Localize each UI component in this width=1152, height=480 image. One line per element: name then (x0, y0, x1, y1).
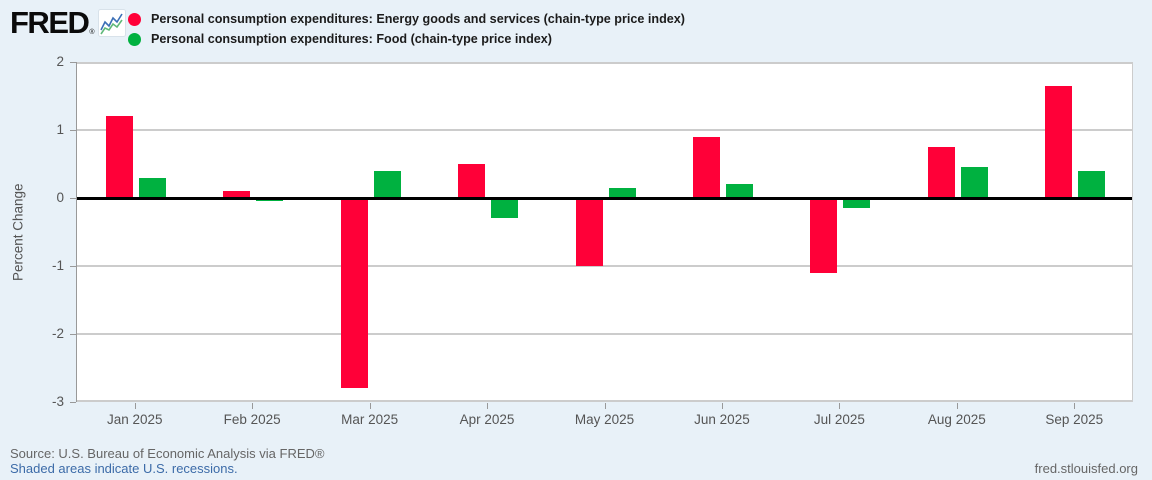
bar-food-sep-2025 (1078, 170, 1106, 198)
legend-dot-energy-icon (128, 12, 141, 26)
bar-energy-mar-2025 (340, 198, 368, 389)
bar-energy-feb-2025 (223, 191, 251, 198)
y-tick-label: -3 (51, 394, 64, 409)
legend-label-food: Personal consumption expenditures: Food … (151, 32, 552, 46)
bar-food-may-2025 (608, 187, 636, 198)
x-tick-label: Aug 2025 (927, 412, 986, 427)
x-axis-tick (369, 403, 371, 409)
x-axis-tick (956, 403, 958, 409)
plot-area (76, 62, 1133, 402)
x-tick-label: Jan 2025 (106, 412, 163, 427)
x-tick-label: Feb 2025 (223, 412, 281, 427)
registered-mark: ® (89, 29, 95, 36)
site-link[interactable]: fred.stlouisfed.org (1034, 461, 1138, 476)
x-tick-label: Apr 2025 (459, 412, 515, 427)
gridline-y-2 (77, 333, 1132, 335)
bar-food-jan-2025 (138, 177, 166, 198)
source-text: Source: U.S. Bureau of Economic Analysis… (10, 446, 325, 461)
x-tick-label: Mar 2025 (341, 412, 399, 427)
legend: Personal consumption expenditures: Energ… (128, 9, 685, 49)
x-axis-tick (134, 403, 136, 409)
x-axis-tick (487, 403, 489, 409)
legend-dot-food-icon (128, 32, 141, 46)
bar-food-mar-2025 (373, 170, 401, 198)
legend-item-energy: Personal consumption expenditures: Energ… (128, 9, 685, 29)
bar-energy-jan-2025 (105, 116, 133, 198)
gridline-y1 (77, 129, 1132, 131)
y-tick-label: -2 (51, 326, 64, 341)
y-tick-label: 0 (56, 190, 64, 205)
y-tick-label: 2 (56, 54, 64, 69)
gridline-y-1 (77, 265, 1132, 267)
bar-energy-apr-2025 (458, 164, 486, 198)
gridline-y2 (77, 62, 1132, 64)
y-axis-tick (70, 130, 76, 131)
x-axis-tick (839, 403, 841, 409)
y-axis-tick (70, 402, 76, 403)
bar-energy-jul-2025 (810, 198, 838, 273)
bar-food-apr-2025 (491, 198, 519, 219)
y-axis-tick (70, 198, 76, 199)
bar-food-jul-2025 (843, 198, 871, 209)
legend-label-energy: Personal consumption expenditures: Energ… (151, 12, 685, 26)
x-tick-label: Sep 2025 (1045, 412, 1104, 427)
bar-food-aug-2025 (960, 167, 988, 198)
recessions-link[interactable]: Shaded areas indicate U.S. recessions. (10, 461, 238, 476)
zero-line (77, 196, 1132, 200)
bar-energy-sep-2025 (1045, 85, 1073, 198)
fred-wordmark: FRED (10, 5, 90, 40)
x-tick-label: Jun 2025 (694, 412, 750, 427)
bar-food-jun-2025 (725, 184, 753, 198)
y-axis-tick (70, 334, 76, 335)
y-tick-label: -1 (51, 258, 64, 273)
y-axis-title: Percent Change (10, 183, 26, 281)
sparkline-icon (97, 9, 126, 37)
bar-energy-jun-2025 (692, 136, 720, 198)
gridline-y-3 (77, 400, 1132, 402)
fred-logo[interactable]: FRED ® (10, 5, 126, 40)
bar-food-feb-2025 (256, 198, 284, 202)
x-axis-tick (721, 403, 723, 409)
y-tick-label: 1 (56, 122, 64, 137)
y-axis-tick (70, 266, 76, 267)
x-axis-tick (252, 403, 254, 409)
x-tick-label: May 2025 (574, 412, 635, 427)
x-axis-tick (1074, 403, 1076, 409)
x-axis-tick (604, 403, 606, 409)
bar-energy-may-2025 (575, 198, 603, 266)
bar-energy-aug-2025 (927, 147, 955, 198)
legend-item-food: Personal consumption expenditures: Food … (128, 29, 685, 49)
y-axis-tick (70, 62, 76, 63)
x-tick-label: Jul 2025 (813, 412, 865, 427)
